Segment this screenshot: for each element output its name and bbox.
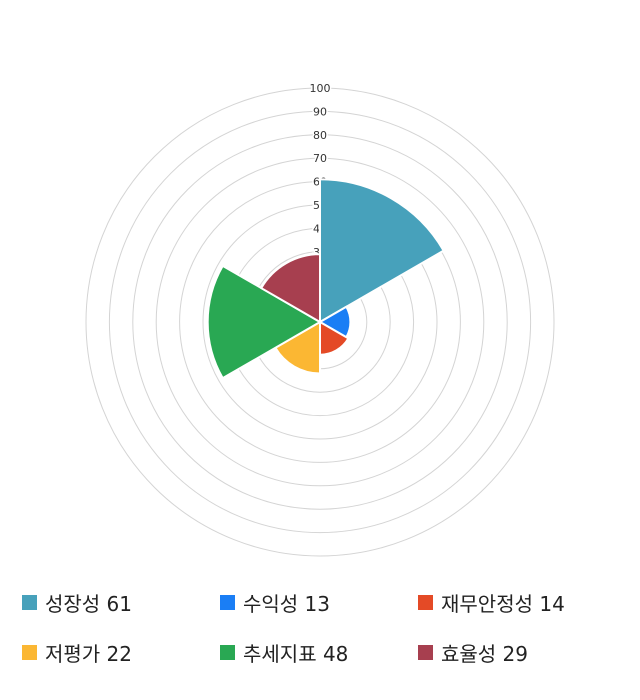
legend-item[interactable]: 수익성 13	[220, 588, 330, 617]
legend-item[interactable]: 추세지표 48	[220, 638, 348, 667]
legend-swatch	[220, 595, 235, 610]
sector-4[interactable]	[274, 320, 321, 375]
legend-swatch	[418, 595, 433, 610]
legend-swatch	[22, 595, 37, 610]
sector-5[interactable]	[206, 264, 323, 380]
legend-swatch	[220, 645, 235, 660]
sector-6[interactable]	[259, 253, 321, 324]
legend-item[interactable]: 저평가 22	[22, 638, 132, 667]
legend-swatch	[418, 645, 433, 660]
tick-label: 90	[313, 105, 327, 118]
legend-label: 성장성 61	[45, 592, 133, 616]
legend-label: 재무안정성 14	[441, 592, 565, 616]
legend-label: 저평가 22	[45, 642, 133, 666]
legend-item[interactable]: 재무안정성 14	[418, 588, 565, 617]
legend-label: 추세지표 48	[243, 642, 349, 666]
legend-label: 효율성 29	[441, 642, 529, 666]
sector-1[interactable]	[319, 178, 445, 324]
legend-swatch	[22, 645, 37, 660]
grid-ring	[108, 110, 532, 534]
grid-ring	[155, 157, 485, 487]
tick-label: 100	[310, 82, 331, 95]
legend-label: 수익성 13	[243, 592, 331, 616]
legend-item[interactable]: 효율성 29	[418, 638, 528, 667]
tick-label: 80	[313, 129, 327, 142]
polar-area-chart: 102030405060708090100	[85, 81, 555, 557]
legend-item[interactable]: 성장성 61	[22, 588, 132, 617]
tick-label: 70	[313, 152, 327, 165]
grid-ring	[132, 134, 508, 510]
grid-ring	[85, 87, 555, 557]
